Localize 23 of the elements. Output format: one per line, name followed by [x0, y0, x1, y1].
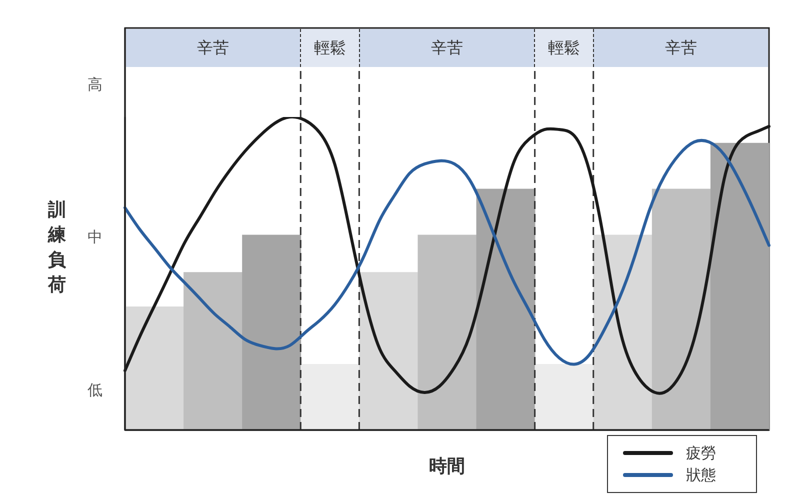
text: 辛苦 — [431, 38, 463, 58]
y-axis-title: 訓練負荷 — [47, 199, 67, 295]
text: 中 — [88, 228, 102, 246]
bar — [125, 306, 184, 430]
text: 辛苦 — [197, 38, 229, 58]
text: 高 — [88, 75, 102, 94]
legend-label: 狀態 — [686, 466, 716, 484]
text: 輕鬆 — [548, 38, 580, 58]
text: 輕鬆 — [314, 38, 346, 58]
bar — [476, 188, 536, 430]
bar — [652, 188, 711, 430]
x-axis-title: 時間 — [429, 456, 465, 477]
bar — [593, 234, 652, 430]
bar — [184, 272, 243, 430]
bar — [710, 142, 770, 430]
text: 低 — [88, 380, 102, 399]
bar — [418, 234, 477, 430]
text: 辛苦 — [665, 38, 697, 58]
bar — [359, 272, 418, 430]
bar — [242, 234, 302, 430]
bar — [300, 364, 360, 430]
bar — [534, 364, 594, 430]
legend-label: 疲勞 — [686, 444, 716, 462]
